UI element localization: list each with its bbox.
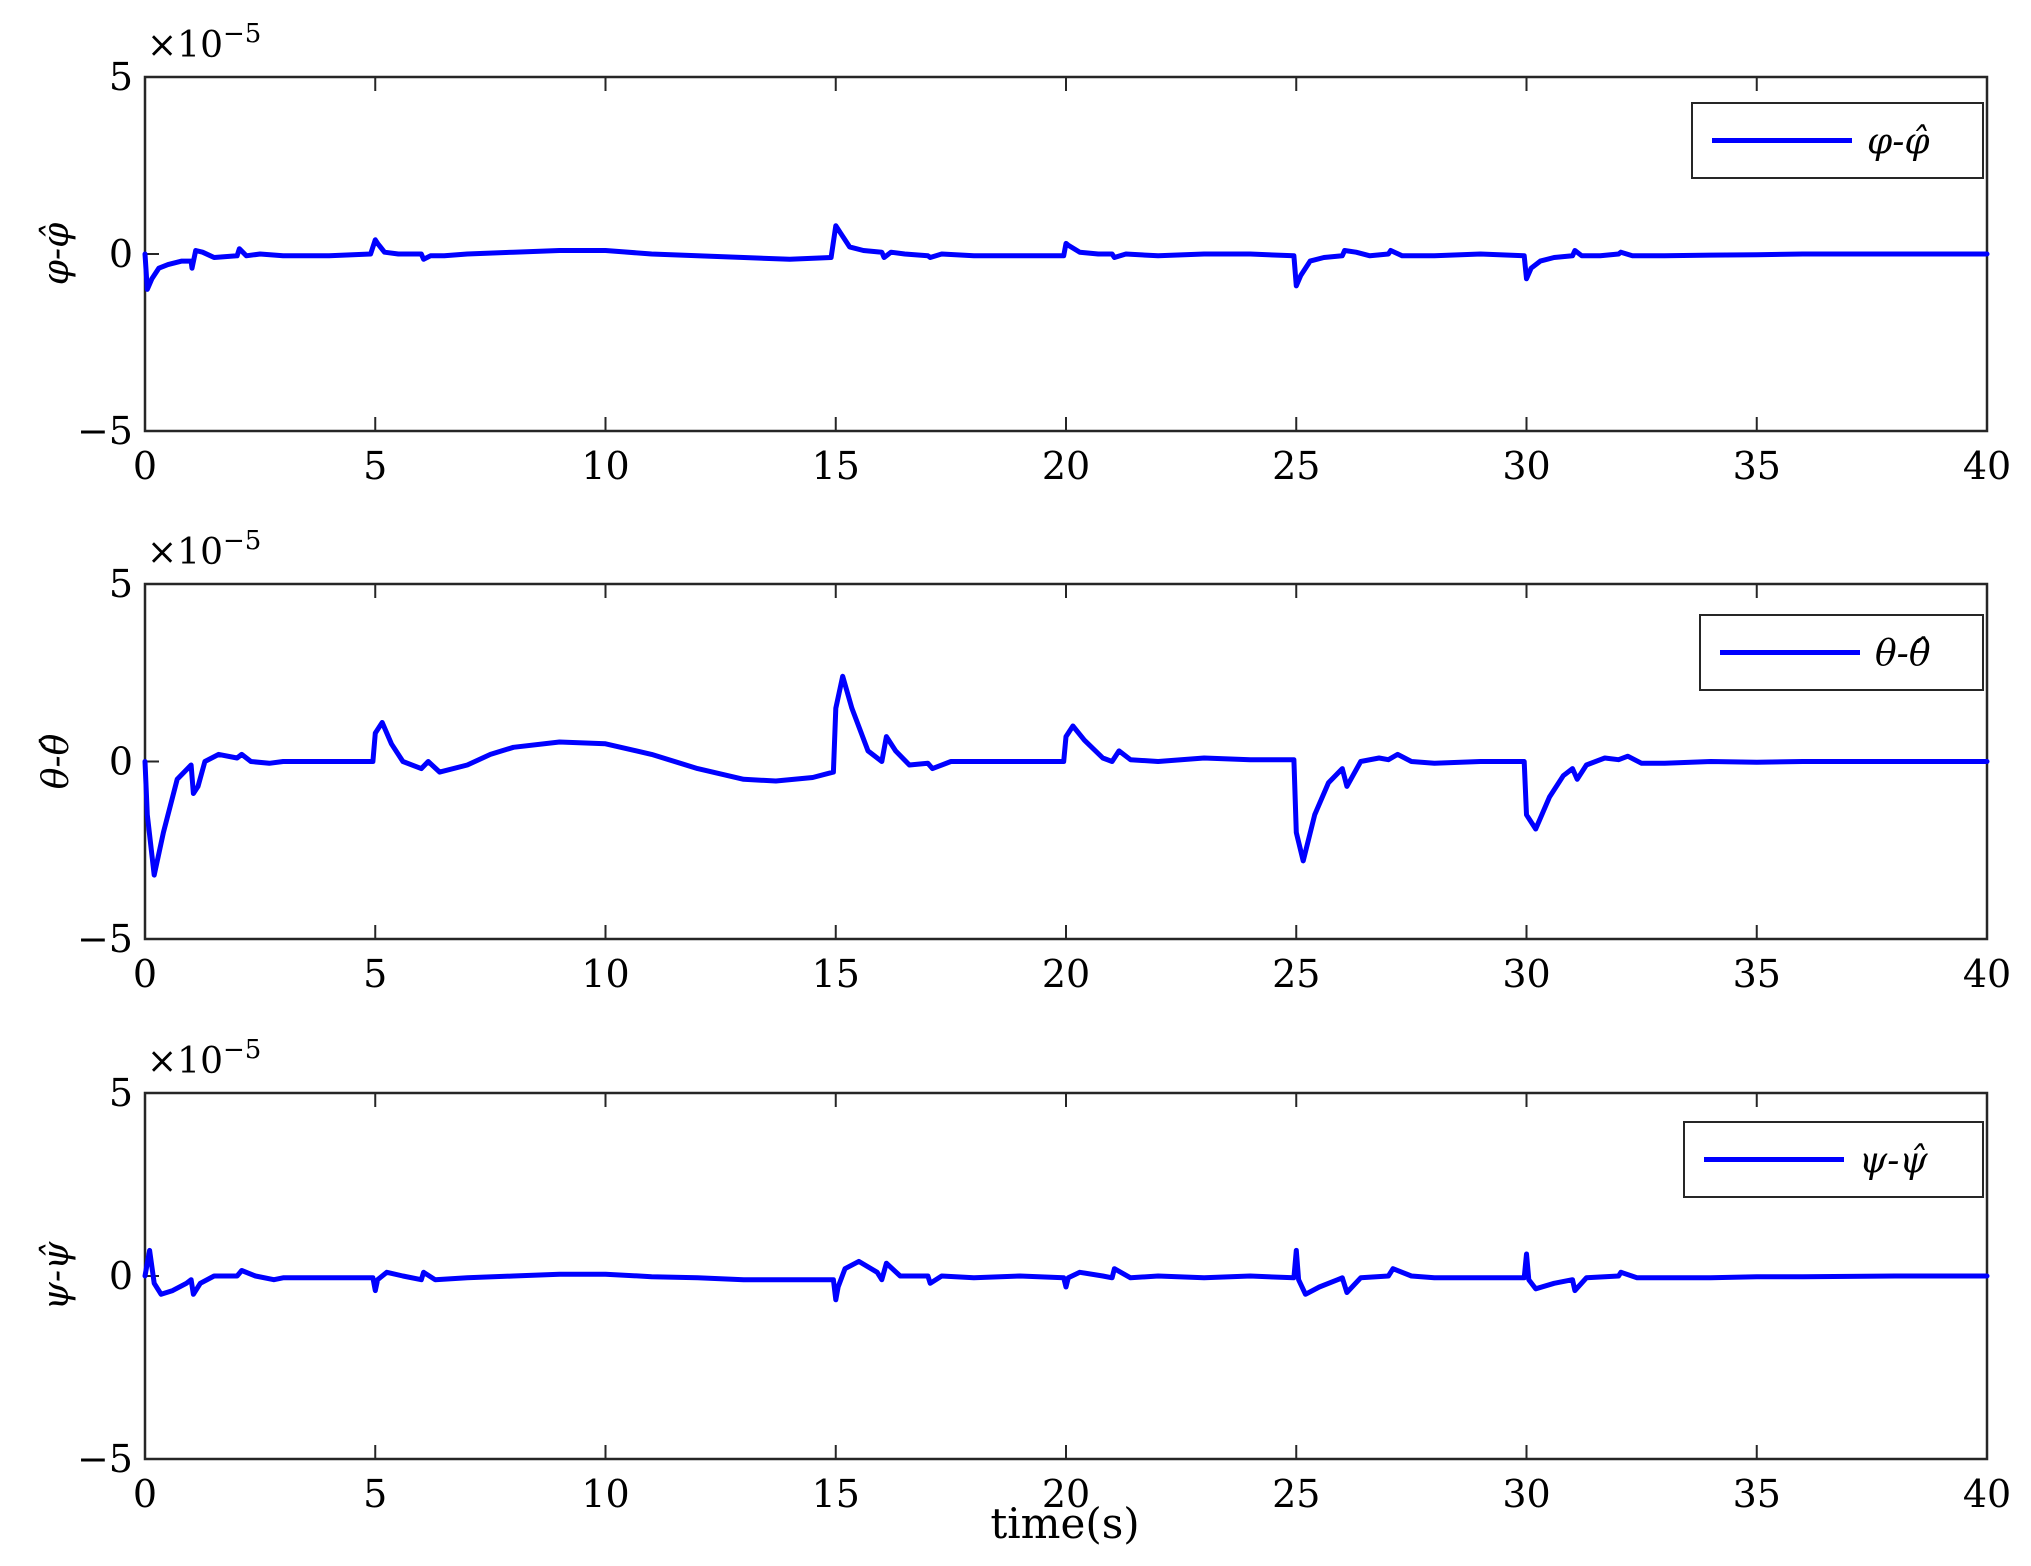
- subplot-psi-x-tick-label: 5: [363, 1472, 387, 1516]
- subplot-psi-error-exponent-label: ×10−5: [147, 1035, 261, 1082]
- subplot-phi-x-tick-label: 5: [363, 444, 387, 488]
- subplot-theta-x-tick-label: 20: [1042, 952, 1090, 996]
- subplot-phi-y-tick-label: 5: [109, 55, 133, 99]
- subplot-psi-x-tick-label: 10: [581, 1472, 629, 1516]
- subplot-theta-x-tick-label: 35: [1733, 952, 1781, 996]
- subplot-psi-x-tick-label: 30: [1502, 1472, 1550, 1516]
- subplot-phi-error-exponent-label: ×10−5: [147, 19, 261, 66]
- subplot-psi-x-tick-label: 15: [812, 1472, 860, 1516]
- subplot-phi-error-axes: 0 5 10 15 20 25 30 35 40−505: [77, 55, 2011, 488]
- subplot-phi-y-tick-label: 0: [109, 232, 133, 276]
- subplot-phi-x-tick-label: 30: [1502, 444, 1550, 488]
- subplot-psi-y-tick-label: 5: [109, 1071, 133, 1115]
- subplot-phi-error-legend-label: φ-φ̂: [1867, 122, 1930, 163]
- subplot-psi-y-tick-label: 0: [109, 1254, 133, 1298]
- subplot-phi-x-tick-label: 0: [133, 444, 157, 488]
- subplot-theta-x-tick-label: 40: [1963, 952, 2011, 996]
- subplot-phi-x-tick-label: 20: [1042, 444, 1090, 488]
- subplot-psi-error-legend-label: ψ-ψ̂: [1859, 1141, 1928, 1182]
- subplot-theta-error-legend-label: θ-θ̂: [1875, 634, 1931, 675]
- subplot-theta-series-line: [142, 673, 1990, 878]
- subplot-theta-x-tick-label: 5: [363, 952, 387, 996]
- subplot-theta-error-exponent-label: ×10−5: [147, 526, 261, 573]
- subplot-theta-error-axes: 0 5 10 15 20 25 30 35 40−505: [77, 562, 2011, 996]
- subplot-theta-y-tick-label: −5: [77, 917, 133, 961]
- subplot-theta-x-tick-label: 30: [1502, 952, 1550, 996]
- subplot-psi-x-tick-label: 20: [1042, 1472, 1090, 1516]
- subplot-phi-x-tick-label: 25: [1272, 444, 1320, 488]
- subplot-phi-series-line: [142, 223, 1990, 292]
- subplot-psi-error-y-axis-label: ψ-ψ̂: [36, 1241, 77, 1310]
- subplot-theta-error-y-axis-label: θ-θ̂: [36, 733, 77, 789]
- subplot-psi-x-tick-label: 40: [1963, 1472, 2011, 1516]
- subplot-phi-x-tick-label: 15: [812, 444, 860, 488]
- subplot-phi-error-y-axis-label: φ-φ̂: [36, 222, 77, 285]
- subplot-phi-y-tick-label: −5: [77, 409, 133, 453]
- subplot-theta-x-tick-label: 15: [812, 952, 860, 996]
- subplot-theta-y-tick-label: 0: [109, 740, 133, 784]
- subplot-theta-y-tick-label: 5: [109, 562, 133, 606]
- subplot-theta-x-tick-label: 10: [581, 952, 629, 996]
- subplot-psi-y-tick-label: −5: [77, 1437, 133, 1481]
- subplot-psi-x-tick-label: 25: [1272, 1472, 1320, 1516]
- subplot-psi-x-tick-label: 35: [1733, 1472, 1781, 1516]
- subplot-phi-error: 0 5 10 15 20 25 30 35 40−505 ×10−5 φ-φ̂ φ-φ̂: [36, 19, 2011, 488]
- subplot-psi-error: 0 5 10 15 20 25 30 35 40−505 ×10−5 ψ-ψ̂ ψ-ψ̂: [36, 1035, 2011, 1516]
- subplot-theta-x-tick-label: 25: [1272, 952, 1320, 996]
- subplot-theta-x-tick-label: 0: [133, 952, 157, 996]
- x-axis-label: time(s): [990, 1499, 1139, 1548]
- subplot-phi-x-tick-label: 40: [1963, 444, 2011, 488]
- subplot-phi-x-tick-label: 35: [1733, 444, 1781, 488]
- subplot-psi-series-line: [142, 1247, 1990, 1303]
- subplot-theta-error: 0 5 10 15 20 25 30 35 40−505 ×10−5 θ-θ̂ θ-θ̂: [36, 526, 2011, 996]
- subplot-psi-x-tick-label: 0: [133, 1472, 157, 1516]
- subplot-phi-x-tick-label: 10: [581, 444, 629, 488]
